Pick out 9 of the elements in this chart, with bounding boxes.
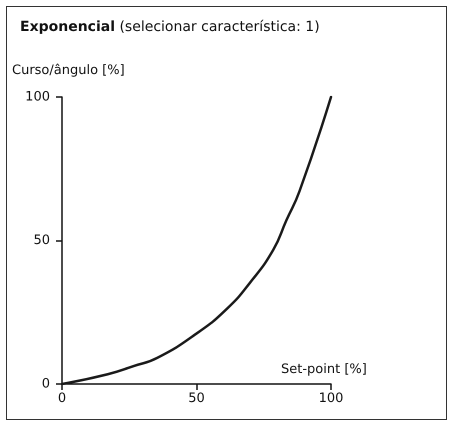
- y-tick-label: 0: [42, 376, 50, 392]
- y-tick-label: 50: [33, 233, 50, 248]
- x-tick-label: 0: [58, 391, 66, 406]
- chart-title: Exponencial (selecionar característica: 1): [20, 19, 320, 35]
- x-tick-label: 50: [188, 391, 205, 406]
- x-tick-label: 100: [318, 391, 344, 406]
- x-axis-title: Set-point [%]: [281, 362, 367, 377]
- y-tick-label: 100: [25, 90, 50, 104]
- y-axis-title: Curso/ângulo [%]: [12, 63, 125, 78]
